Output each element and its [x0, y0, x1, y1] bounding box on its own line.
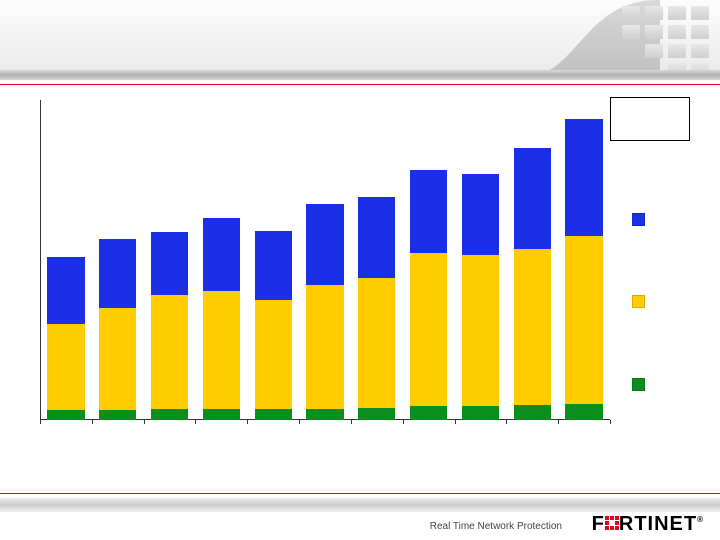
- bar-segment-middle: [410, 253, 447, 405]
- legend-swatch: [632, 213, 645, 226]
- x-tick: [506, 420, 507, 424]
- bar-segment-bottom: [255, 409, 292, 420]
- bar-segment-bottom: [203, 409, 240, 420]
- bar-segment-bottom: [99, 410, 136, 420]
- footer-redline: [0, 493, 720, 494]
- header-background: [0, 0, 720, 78]
- header-grid-cell: [668, 44, 686, 58]
- header-grid-cell: [691, 6, 709, 20]
- header-grid-cell: [668, 6, 686, 20]
- x-tick: [195, 420, 196, 424]
- bar-segment-bottom: [151, 409, 188, 420]
- bar-segment-top: [255, 231, 292, 300]
- header-redline: [0, 84, 720, 85]
- bar-segment-middle: [151, 295, 188, 409]
- bar-segment-bottom: [462, 406, 499, 420]
- header-grid-cell: [668, 25, 686, 39]
- legend-swatch: [632, 295, 645, 308]
- bar-segment-top: [462, 174, 499, 255]
- footer-tagline: Real Time Network Protection: [430, 521, 562, 532]
- brand-wordmark: F RTINET®: [592, 513, 704, 535]
- bar-segment-middle: [358, 278, 395, 408]
- bar-segment-top: [358, 197, 395, 278]
- header-grid-cell: [645, 44, 663, 58]
- bar-segment-middle: [47, 324, 84, 410]
- bar-segment-middle: [203, 291, 240, 409]
- logo-text-2: RTINET: [619, 513, 697, 535]
- header-bar: [0, 70, 720, 80]
- x-tick: [351, 420, 352, 424]
- header-grid-icon: [622, 6, 712, 72]
- bar-segment-top: [99, 239, 136, 308]
- bar-segment-bottom: [47, 410, 84, 420]
- legend-swatch: [632, 378, 645, 391]
- header-grid-cell: [691, 25, 709, 39]
- x-tick: [92, 420, 93, 424]
- header-grid-cell: [645, 25, 663, 39]
- bar-segment-bottom: [514, 405, 551, 420]
- y-axis: [40, 100, 41, 420]
- legend-box: [610, 97, 690, 141]
- bar-segment-bottom: [410, 406, 447, 420]
- logo-reg: ®: [697, 515, 704, 524]
- x-tick: [247, 420, 248, 424]
- header-grid-cell: [645, 6, 663, 20]
- x-tick: [610, 420, 611, 424]
- bar-segment-top: [47, 257, 84, 323]
- bar-segment-middle: [565, 236, 602, 404]
- header-swoosh: [0, 0, 720, 60]
- x-tick: [40, 420, 41, 424]
- bar-segment-middle: [514, 249, 551, 404]
- bar-segment-middle: [306, 285, 343, 409]
- chart-area: [40, 100, 610, 430]
- bar-segment-top: [514, 148, 551, 250]
- bar-segment-middle: [255, 300, 292, 409]
- bar-segment-top: [203, 218, 240, 291]
- footer-bar: [0, 498, 720, 512]
- brand-logo: F RTINET®: [592, 513, 704, 536]
- x-tick: [558, 420, 559, 424]
- bar-segment-middle: [99, 308, 136, 410]
- bar-segment-top: [151, 232, 188, 295]
- header-grid-cell: [691, 44, 709, 58]
- x-tick: [144, 420, 145, 424]
- header-grid-cell: [622, 6, 640, 20]
- bar-segment-top: [410, 170, 447, 253]
- x-tick: [455, 420, 456, 424]
- x-tick: [299, 420, 300, 424]
- slide: Real Time Network Protection F RTINET®: [0, 0, 720, 540]
- bar-segment-top: [565, 119, 602, 236]
- bar-segment-bottom: [358, 408, 395, 420]
- bar-segment-bottom: [306, 409, 343, 420]
- logo-text-1: F: [592, 513, 605, 535]
- chart-plot: [40, 100, 610, 420]
- x-tick: [403, 420, 404, 424]
- header-grid-cell: [622, 25, 640, 39]
- bar-segment-top: [306, 204, 343, 285]
- bar-segment-middle: [462, 255, 499, 405]
- bar-segment-bottom: [565, 404, 602, 420]
- logo-icon: [605, 516, 619, 530]
